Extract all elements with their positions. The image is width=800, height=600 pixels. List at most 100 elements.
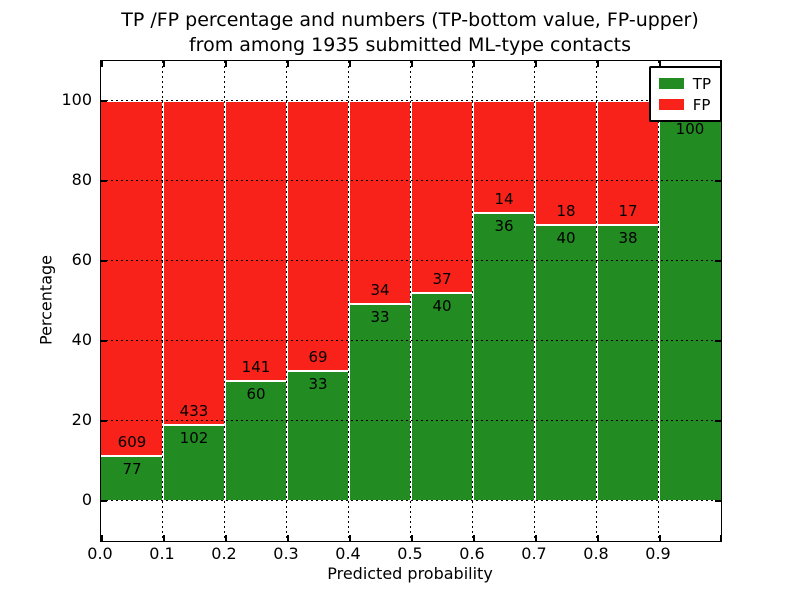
bar-tp-segment [101, 456, 163, 501]
fp-count-label: 14 [494, 190, 514, 208]
bar-tp-segment [287, 371, 349, 501]
bar-fp-segment [225, 101, 287, 382]
tp-count-label: 38 [618, 228, 638, 247]
bars-layer [101, 61, 721, 541]
bar-fp-segment [163, 101, 225, 425]
y-tick-mark [101, 500, 107, 502]
x-tick-label: 0.7 [521, 544, 547, 563]
tp-count-label: 40 [432, 297, 452, 316]
y-tick-mark-right [715, 260, 721, 262]
x-tick-mark [349, 535, 351, 541]
legend-label-tp: TP [692, 74, 711, 93]
y-tick-label: 20 [71, 410, 92, 429]
x-tick-mark [719, 535, 721, 541]
chart-title-line2: from among 1935 submitted ML-type contac… [188, 34, 632, 56]
bar-tp-segment [535, 225, 597, 501]
chart-title: TP /FP percentage and numbers (TP-bottom… [121, 8, 699, 58]
gridline-vertical [410, 61, 413, 541]
fp-count-label: 17 [618, 201, 638, 220]
plot-area: 609 77 433 102 141 60 69 33 34 33 37 40 14 36 18 40 17 38… [100, 60, 722, 542]
gridline-vertical [286, 61, 289, 541]
x-tick-label: 0.4 [335, 544, 361, 563]
x-tick-label: 0.0 [87, 544, 113, 563]
legend-row-tp: TP [658, 73, 711, 94]
x-tick-mark-top [101, 61, 103, 67]
x-tick-mark-top [659, 61, 661, 67]
x-tick-label: 0.1 [149, 544, 175, 563]
y-tick-mark [101, 260, 107, 262]
x-tick-label: 0.3 [273, 544, 299, 563]
fp-count-label: 69 [308, 348, 328, 367]
tp-count-label: 60 [246, 385, 266, 404]
gridline-vertical [472, 61, 475, 541]
y-tick-label: 100 [61, 90, 92, 109]
fp-count-label: 609 [117, 433, 147, 452]
x-tick-label: 0.6 [459, 544, 485, 563]
tp-count-label: 100 [675, 120, 705, 139]
bar-fp-segment [597, 101, 659, 225]
count-labels-layer: 609 77 433 102 141 60 69 33 34 33 37 40 14 36 18 40 17 38… [101, 61, 721, 541]
x-tick-mark [101, 535, 103, 541]
tp-count-label: 77 [122, 460, 142, 479]
x-tick-mark-top [719, 61, 721, 67]
y-tick-label: 0 [81, 490, 92, 509]
bar-fp-segment [101, 101, 163, 457]
bar-boundary-edge [535, 224, 597, 226]
gridline-vertical [162, 61, 165, 541]
y-tick-label: 40 [71, 330, 92, 349]
tp-count-label: 36 [494, 217, 514, 235]
chart-title-line1: TP /FP percentage and numbers (TP-bottom… [121, 9, 699, 31]
bar-boundary-edge [163, 423, 225, 426]
gridlines-layer [101, 61, 721, 541]
gridline-vertical [348, 61, 351, 541]
gridline-vertical [596, 61, 599, 541]
fp-count-label: 37 [432, 270, 452, 289]
x-tick-mark [163, 535, 165, 541]
y-tick-mark-right [715, 500, 721, 502]
bar-boundary-edge [473, 212, 535, 214]
gridline-vertical [534, 61, 537, 541]
x-tick-mark [659, 535, 661, 541]
bar-boundary-edge [287, 370, 349, 373]
bar-tp-segment [163, 424, 225, 501]
y-tick-mark [101, 180, 107, 182]
x-tick-mark [287, 535, 289, 541]
x-tick-label: 0.5 [397, 544, 423, 563]
y-tick-mark [101, 420, 107, 422]
x-tick-mark [411, 535, 413, 541]
x-tick-mark [225, 535, 227, 541]
bar-boundary-edge [349, 302, 411, 305]
bar-boundary-edge [225, 380, 287, 383]
bar-tp-segment [225, 381, 287, 501]
x-tick-mark-top [225, 61, 227, 67]
gridline-vertical [224, 61, 227, 541]
y-tick-mark-right [715, 340, 721, 342]
x-tick-mark-top [411, 61, 413, 67]
y-tick-label: 80 [71, 170, 92, 189]
tp-count-label: 33 [308, 375, 328, 394]
bar-tp-segment [597, 224, 659, 501]
bar-fp-segment [287, 101, 349, 372]
y-tick-mark-right [715, 420, 721, 422]
x-tick-label: 0.9 [645, 544, 671, 563]
bar-fp-segment [349, 101, 411, 304]
bar-boundary-edge [101, 455, 163, 458]
bar-fp-segment [473, 101, 535, 213]
x-tick-mark-top [535, 61, 537, 67]
x-tick-mark-top [349, 61, 351, 67]
bar-fp-segment [535, 101, 597, 225]
tp-count-label: 33 [370, 307, 390, 326]
x-tick-mark-top [163, 61, 165, 67]
bar-tp-segment [349, 303, 411, 501]
x-tick-mark [535, 535, 537, 541]
tp-count-label: 102 [179, 428, 209, 447]
bar-boundary-edge [411, 292, 473, 295]
x-tick-mark-top [597, 61, 599, 67]
fp-color-swatch [658, 99, 684, 110]
fp-count-label: 141 [241, 358, 271, 377]
x-tick-label: 0.8 [583, 544, 609, 563]
tp-color-swatch [658, 78, 684, 89]
x-tick-mark-top [473, 61, 475, 67]
y-tick-mark [101, 340, 107, 342]
